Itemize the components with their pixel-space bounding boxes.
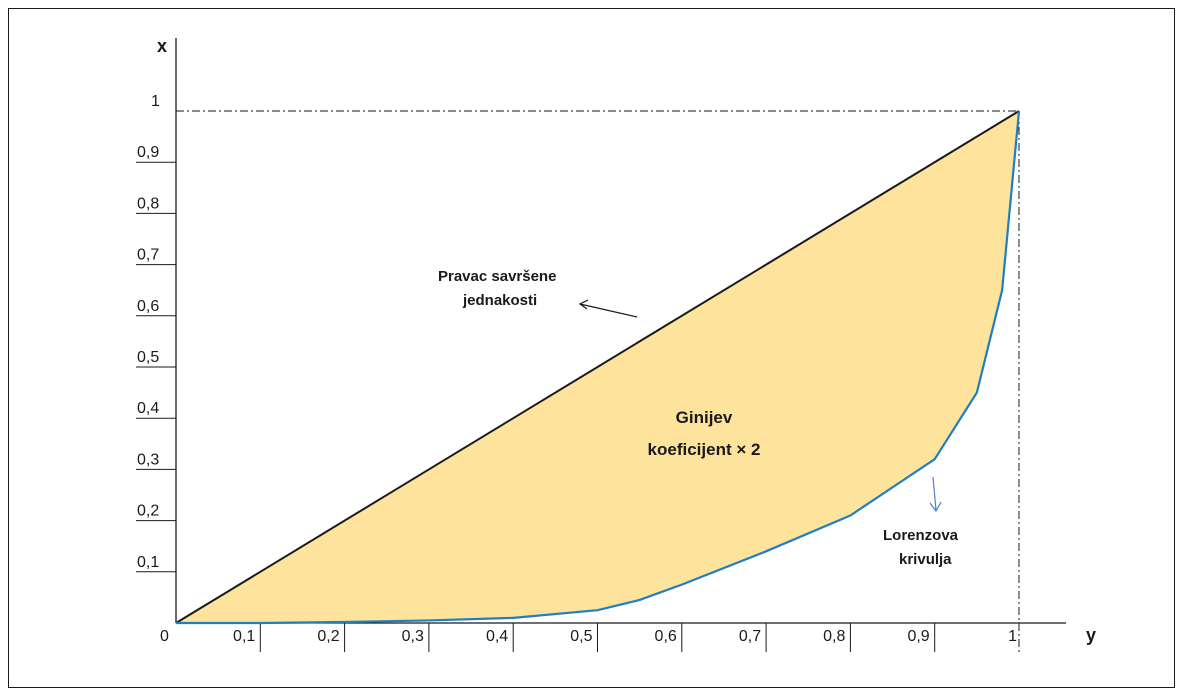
- x-tick-label: 1: [1008, 628, 1017, 645]
- lorenz-label-line2: krivulja: [899, 551, 952, 568]
- x-tick-label: 0,6: [655, 628, 677, 645]
- y-tick-label: 0,3: [137, 451, 159, 468]
- x-tick-label: 0,9: [907, 628, 929, 645]
- gini-label-line1: Ginijev: [676, 408, 733, 427]
- lorenz-pointer-arrow: [932, 476, 937, 511]
- x-tick-label: 0,1: [233, 628, 255, 645]
- y-tick-label: 0,1: [137, 554, 159, 571]
- y-tick-label: 0,6: [137, 298, 159, 315]
- equality-line: [175, 110, 1020, 624]
- origin-label: 0: [160, 628, 169, 645]
- x-tick-label: 0,3: [402, 628, 424, 645]
- x-tick-label: 0,2: [317, 628, 339, 645]
- x-tick-label: 0,4: [486, 628, 508, 645]
- y-tick-label: 0,2: [137, 503, 159, 520]
- y-tick-label: 0,8: [137, 195, 159, 212]
- lorenz-arrow-head: [929, 501, 942, 513]
- gini-label-line2: koeficijent × 2: [648, 440, 761, 459]
- y-tick-label: 0,7: [137, 247, 159, 264]
- lorenz-label-line1: Lorenzova: [883, 527, 959, 544]
- y-tick-label: 0,9: [137, 144, 159, 161]
- x-tick-label: 0,7: [739, 628, 761, 645]
- equality-pointer-arrow: [579, 303, 638, 318]
- x-tick-label: 0,5: [570, 628, 592, 645]
- equality-arrow-head: [578, 299, 589, 310]
- y-tick-label: 0,5: [137, 349, 159, 366]
- x-tick-label: 0,8: [823, 628, 845, 645]
- y-tick-label: 0,4: [137, 400, 159, 417]
- y-axis-name: x: [157, 36, 167, 56]
- equality-label-line1: Pravac savršene: [438, 268, 556, 285]
- equality-label-line2: jednakosti: [462, 292, 537, 309]
- lorenz-curve: [176, 110, 1021, 625]
- x-axis-name: y: [1086, 625, 1096, 645]
- y-tick-label: 1: [151, 93, 160, 110]
